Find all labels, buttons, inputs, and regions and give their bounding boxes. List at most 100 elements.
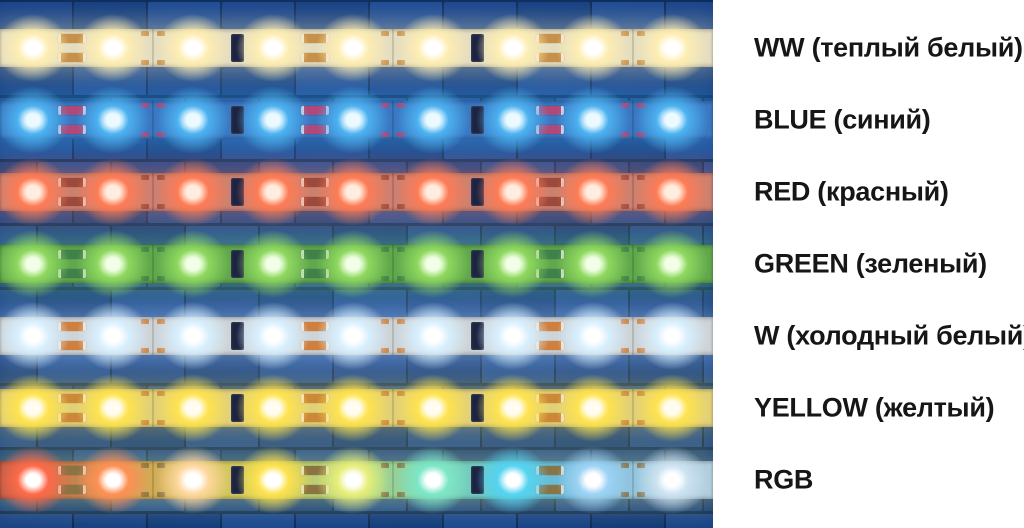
solder-pad	[397, 175, 405, 180]
brick	[556, 290, 628, 319]
brick	[666, 514, 713, 528]
led	[422, 111, 444, 129]
led	[502, 255, 524, 273]
driver-chip-icon	[231, 178, 244, 206]
led	[502, 471, 524, 489]
label-w: W (холодный белый)	[754, 320, 1024, 351]
brick	[296, 514, 368, 528]
cut-line	[152, 461, 154, 499]
cut-line	[392, 245, 394, 283]
cut-line	[392, 461, 394, 499]
solder-pad	[157, 319, 165, 324]
solder-pad	[381, 463, 389, 468]
led	[342, 39, 364, 57]
solder-pad	[621, 319, 629, 324]
brick	[38, 354, 110, 383]
solder-pad	[397, 420, 405, 425]
brick	[334, 354, 406, 383]
brick	[370, 514, 442, 528]
brick	[592, 514, 664, 528]
solder-pad	[157, 492, 165, 497]
resistor	[301, 341, 329, 350]
brick	[260, 354, 332, 383]
brick	[408, 290, 480, 319]
resistor	[58, 413, 86, 422]
resistor	[58, 250, 86, 259]
solder-pad	[397, 103, 405, 108]
led	[22, 183, 44, 201]
resistor-pair	[301, 101, 329, 139]
led	[102, 39, 124, 57]
solder-pad	[141, 103, 149, 108]
resistor	[301, 53, 329, 62]
solder-pad	[397, 60, 405, 65]
led	[502, 111, 524, 129]
driver-chip-icon	[231, 322, 244, 350]
resistor-pair	[58, 389, 86, 427]
solder-pad	[141, 132, 149, 137]
brick	[408, 354, 480, 383]
solder-pad	[381, 31, 389, 36]
led	[342, 111, 364, 129]
solder-pad	[637, 175, 645, 180]
brick	[0, 514, 72, 528]
resistor	[301, 466, 329, 475]
solder-pad	[141, 60, 149, 65]
brick	[148, 514, 220, 528]
solder-pad	[157, 391, 165, 396]
led	[102, 183, 124, 201]
driver-chip-icon	[231, 466, 244, 494]
brick	[222, 2, 294, 31]
resistor	[301, 485, 329, 494]
solder-pad	[621, 463, 629, 468]
led	[661, 255, 683, 273]
solder-pad	[621, 247, 629, 252]
brick	[444, 66, 516, 95]
led	[22, 39, 44, 57]
resistor-pair	[301, 317, 329, 355]
solder-pad	[397, 463, 405, 468]
led-strip-green	[0, 216, 713, 312]
resistor-pair	[536, 245, 564, 283]
resistor	[58, 197, 86, 206]
led	[262, 39, 284, 57]
resistor-pair	[58, 461, 86, 499]
resistor	[536, 413, 564, 422]
led	[182, 399, 204, 417]
solder-pad	[141, 391, 149, 396]
solder-pad	[621, 31, 629, 36]
resistor	[536, 485, 564, 494]
led	[422, 255, 444, 273]
led	[182, 111, 204, 129]
solder-pad	[397, 348, 405, 353]
brick	[148, 2, 220, 31]
solder-pad	[141, 31, 149, 36]
solder-pad	[141, 420, 149, 425]
led	[262, 255, 284, 273]
solder-pad	[637, 132, 645, 137]
resistor	[301, 106, 329, 115]
resistor-pair	[58, 29, 86, 67]
solder-pad	[621, 492, 629, 497]
led	[182, 471, 204, 489]
solder-pad	[157, 204, 165, 209]
solder-pad	[381, 175, 389, 180]
brick	[74, 514, 146, 528]
solder-pad	[381, 319, 389, 324]
brick	[444, 2, 516, 31]
driver-chip-icon	[471, 466, 484, 494]
driver-chip-icon	[471, 106, 484, 134]
led	[182, 39, 204, 57]
led	[661, 111, 683, 129]
resistor	[536, 269, 564, 278]
led	[582, 399, 604, 417]
solder-pad	[637, 204, 645, 209]
solder-pad	[157, 103, 165, 108]
driver-chip-icon	[231, 106, 244, 134]
solder-pad	[381, 132, 389, 137]
led	[661, 39, 683, 57]
led	[102, 255, 124, 273]
led	[262, 327, 284, 345]
solder-pad	[397, 391, 405, 396]
solder-pad	[397, 247, 405, 252]
